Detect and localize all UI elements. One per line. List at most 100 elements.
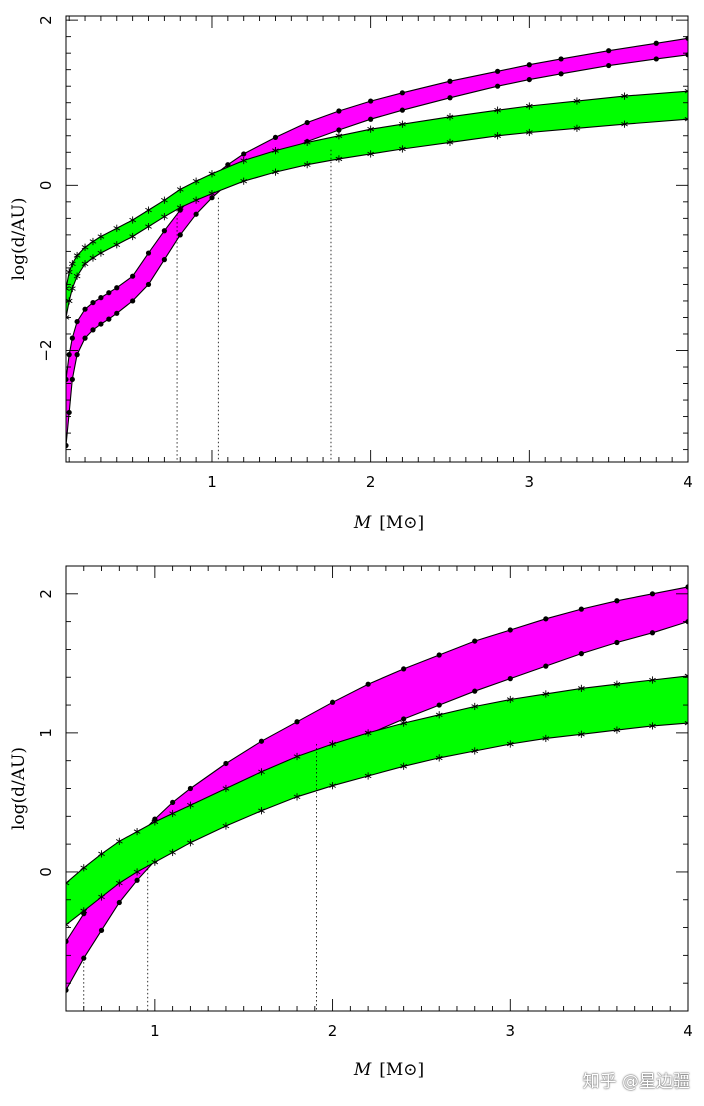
point-0-0-3: [74, 318, 80, 325]
point-1-0-8: [222, 784, 230, 793]
point-1-1-4: [133, 868, 141, 876]
point-1-1-24: [621, 120, 628, 128]
plot-frame: [65, 15, 689, 463]
point-0-0-1: [66, 352, 72, 358]
point-0-1-20: [368, 116, 374, 122]
bottom-panel: 1 2 3 4 0 1 2 M [M⊙] log(d/AU): [9, 565, 693, 1080]
point-0-0-21: [399, 90, 405, 96]
point-0-0-26: [606, 48, 612, 54]
point-0-1-5: [90, 327, 96, 333]
point-0-1-0: [66, 442, 69, 449]
point-1-0-18: [578, 684, 585, 692]
point-0-1-4: [134, 877, 140, 883]
point-0-0-12: [365, 681, 371, 687]
band-0-lower-line: [66, 621, 688, 991]
point-1-0-16: [506, 695, 514, 704]
point-1-0-20: [649, 676, 656, 684]
x-tick-label: 3: [506, 1022, 516, 1040]
band-1: [66, 675, 688, 925]
point-0-0-7: [106, 290, 112, 296]
band-0: [66, 586, 688, 991]
band-1: [66, 91, 688, 318]
point-0-1-19: [336, 127, 342, 133]
x-axis-variable: M: [353, 1060, 372, 1080]
point-0-0-16: [241, 151, 247, 157]
point-1-0-3: [115, 837, 123, 845]
point-0-0-17: [272, 134, 279, 141]
point-1-1-21: [684, 719, 688, 727]
point-1-1-3: [73, 272, 81, 280]
point-0-1-23: [494, 83, 501, 89]
point-1-0-19: [399, 120, 406, 128]
point-0-0-20: [649, 591, 656, 597]
point-1-1-20: [446, 138, 454, 146]
point-1-0-16: [303, 138, 311, 146]
point-1-1-16: [303, 161, 311, 169]
point-0-0-13: [401, 666, 407, 672]
point-1-0-20: [446, 113, 454, 121]
point-0-0-19: [614, 598, 620, 604]
y-axis-label: log(d/AU): [9, 747, 29, 830]
point-0-0-0: [66, 938, 69, 945]
y-tick-label: 2: [37, 15, 55, 25]
point-0-1-3: [116, 899, 122, 906]
point-0-1-13: [401, 716, 407, 722]
point-1-0-10: [161, 196, 168, 204]
point-0-1-18: [578, 651, 584, 657]
point-0-1-26: [606, 62, 612, 69]
point-0-1-4: [82, 335, 88, 341]
point-0-1-15: [472, 688, 478, 694]
point-0-0-11: [329, 699, 336, 705]
point-0-0-24: [526, 62, 532, 68]
point-1-1-5: [151, 858, 159, 866]
point-0-1-25: [558, 71, 564, 77]
point-1-1-8: [129, 232, 136, 241]
point-1-0-12: [192, 177, 200, 185]
point-1-1-12: [192, 196, 200, 204]
point-1-1-11: [329, 782, 336, 790]
point-0-0-4: [82, 306, 88, 312]
point-1-0-7: [187, 801, 194, 809]
point-1-1-25: [684, 115, 688, 123]
point-0-1-8: [114, 310, 120, 316]
point-1-1-1: [80, 907, 88, 915]
point-1-1-15: [272, 168, 279, 176]
band-1-upper-line: [66, 675, 688, 884]
point-1-1-22: [525, 128, 533, 137]
point-0-1-27: [653, 56, 659, 62]
point-1-0-23: [573, 97, 581, 105]
point-1-1-6: [169, 848, 176, 857]
point-0-0-20: [368, 98, 374, 104]
point-0-0-22: [447, 78, 453, 84]
top-panel: 1 2 3 4 −2 0 2 M [M⊙] log(d/AU): [9, 15, 693, 533]
point-0-1-24: [526, 76, 532, 83]
point-1-0-9: [258, 768, 265, 776]
x-tick-label: 4: [683, 1022, 693, 1040]
x-axis-variable: M: [353, 513, 372, 533]
point-1-0-19: [613, 680, 621, 688]
point-1-1-17: [542, 734, 550, 743]
point-1-0-11: [329, 740, 336, 748]
point-1-1-19: [613, 726, 621, 734]
point-1-1-21: [494, 132, 501, 140]
point-0-1-9: [130, 298, 136, 304]
point-1-0-1: [80, 864, 88, 872]
x-tick-label: 1: [207, 473, 217, 491]
y-tick-label: −2: [37, 339, 55, 361]
y-tick-label: 2: [37, 589, 55, 599]
point-1-0-25: [684, 87, 688, 95]
point-1-1-14: [435, 754, 443, 762]
point-1-0-4: [133, 828, 141, 836]
x-tick-label: 2: [366, 473, 376, 491]
point-1-0-0: [66, 284, 70, 293]
point-1-0-17: [335, 132, 343, 140]
point-1-0-21: [494, 106, 501, 114]
point-1-1-10: [293, 793, 301, 801]
point-0-1-13: [193, 211, 199, 217]
point-1-0-1: [66, 268, 73, 276]
x-tick-label: 1: [150, 1022, 160, 1040]
point-1-1-0: [66, 921, 70, 929]
point-1-0-12: [364, 729, 372, 737]
point-0-1-16: [507, 676, 513, 682]
